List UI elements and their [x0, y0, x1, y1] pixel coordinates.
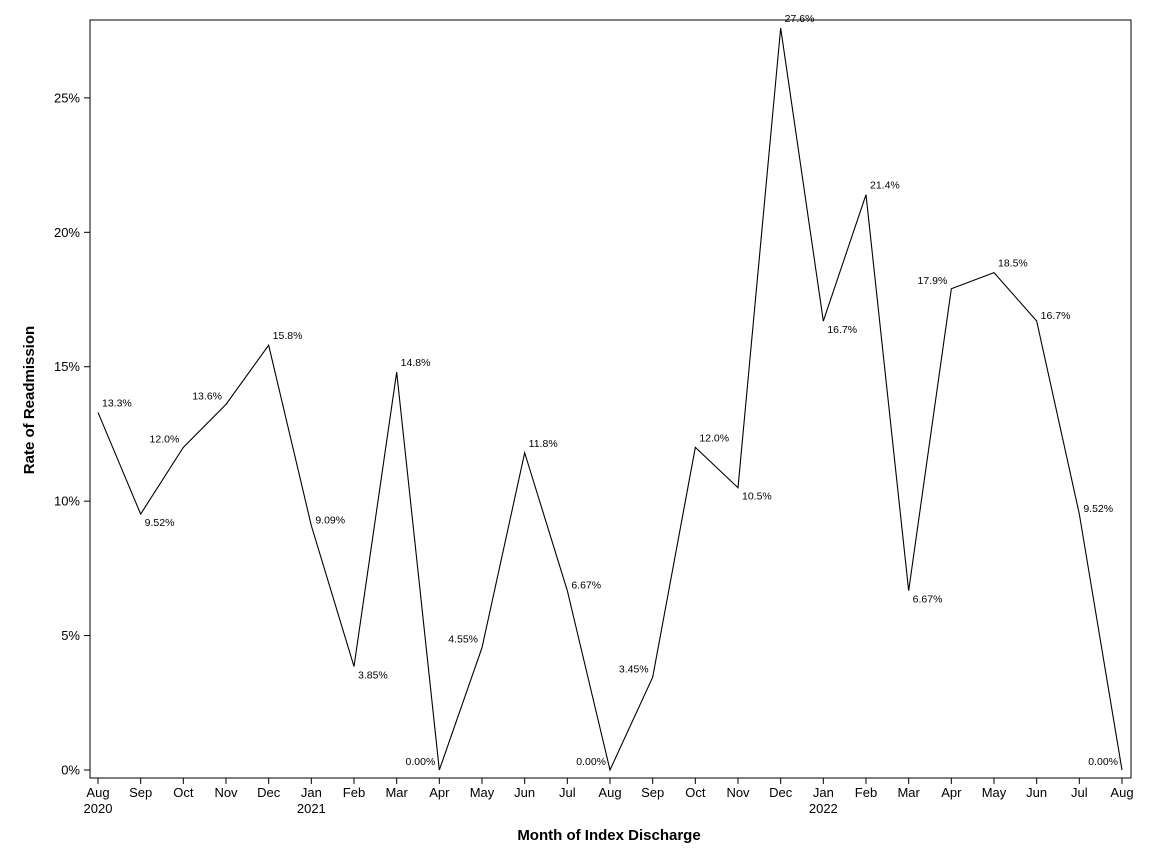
data-label: 17.9% — [918, 275, 948, 287]
y-axis: 0% 5% 10% 15% 20% 25% — [54, 90, 90, 778]
data-label: 0.00% — [406, 756, 436, 768]
x-tick-label: Mar — [385, 785, 408, 800]
x-tick-label: Jun — [1026, 785, 1047, 800]
data-label: 4.55% — [448, 634, 478, 646]
x-tick-label: Dec — [257, 785, 281, 800]
data-label: 3.45% — [619, 663, 649, 675]
y-tick-label: 0% — [61, 763, 80, 778]
data-label: 16.7% — [1041, 310, 1071, 322]
x-tick-label: May — [470, 785, 495, 800]
data-label: 27.6% — [785, 13, 815, 25]
x-axis: Aug Sep Oct Nov Dec Jan Feb Mar Apr May Jun Jul Aug S… — [84, 778, 1134, 816]
x-tick-label: Jun — [514, 785, 535, 800]
x-tick-label: Apr — [941, 785, 962, 800]
data-label: 6.67% — [913, 594, 943, 606]
x-tick-label: Jul — [559, 785, 576, 800]
plot-frame — [89, 19, 1132, 779]
x-tick-label: Feb — [343, 785, 365, 800]
x-tick-label: Nov — [726, 785, 750, 800]
x-tick-label: Jul — [1071, 785, 1088, 800]
x-year-label: 2021 — [297, 801, 326, 816]
x-tick-label: Jan — [813, 785, 834, 800]
x-tick-label: Sep — [129, 785, 152, 800]
x-tick-label: Aug — [598, 785, 621, 800]
y-tick-label: 20% — [54, 225, 80, 240]
data-label: 12.0% — [699, 432, 729, 444]
data-label: 18.5% — [998, 258, 1028, 270]
x-tick-label: Dec — [769, 785, 793, 800]
y-tick-label: 25% — [54, 90, 80, 105]
y-tick-label: 5% — [61, 628, 80, 643]
x-tick-label: Apr — [429, 785, 450, 800]
data-label: 3.85% — [358, 669, 388, 681]
data-label: 0.00% — [1088, 756, 1118, 768]
x-tick-label: Jan — [301, 785, 322, 800]
x-tick-label: May — [982, 785, 1007, 800]
data-label: 9.09% — [315, 515, 345, 527]
x-tick-label: Aug — [86, 785, 109, 800]
data-label: 21.4% — [870, 180, 900, 192]
data-label: 15.8% — [273, 330, 303, 342]
data-label: 13.3% — [102, 397, 132, 409]
data-label: 11.8% — [529, 438, 558, 450]
data-label: 9.52% — [145, 517, 175, 529]
series-line — [97, 27, 1123, 772]
data-label: 12.0% — [150, 433, 180, 445]
y-axis-title: Rate of Readmission — [21, 326, 38, 474]
data-label: 14.8% — [401, 357, 431, 369]
data-label: 13.6% — [192, 390, 222, 402]
data-labels: 13.3% 9.52% 12.0% 13.6% 15.8% 9.09% 3.85% 14.8%… — [102, 13, 1118, 768]
x-tick-label: Oct — [685, 785, 706, 800]
y-tick-label: 10% — [54, 494, 80, 509]
x-tick-label: Oct — [173, 785, 194, 800]
x-year-label: 2022 — [809, 801, 838, 816]
x-tick-label: Mar — [897, 785, 920, 800]
x-year-label: 2020 — [84, 801, 113, 816]
data-label: 16.7% — [827, 324, 857, 336]
data-label: 6.67% — [571, 580, 601, 592]
x-tick-label: Feb — [855, 785, 877, 800]
x-tick-label: Nov — [214, 785, 238, 800]
data-label: 9.52% — [1083, 503, 1113, 515]
x-tick-label: Sep — [641, 785, 664, 800]
x-axis-title: Month of Index Discharge — [517, 827, 700, 844]
x-tick-label: Aug — [1110, 785, 1133, 800]
y-tick-label: 15% — [54, 359, 80, 374]
data-label: 10.5% — [742, 491, 772, 503]
data-label: 0.00% — [576, 756, 606, 768]
